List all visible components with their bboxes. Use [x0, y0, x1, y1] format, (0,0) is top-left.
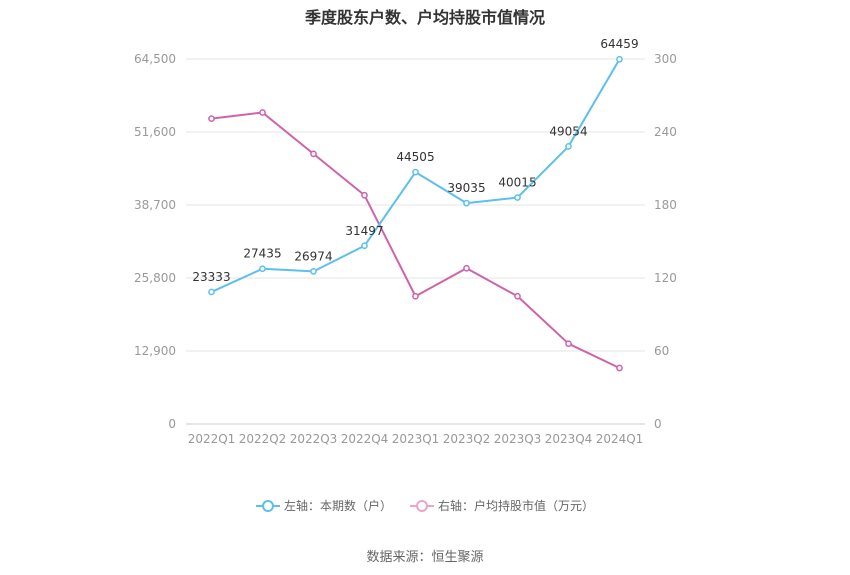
data-label: 23333	[192, 270, 230, 284]
left-data-point[interactable]	[310, 268, 317, 275]
legend: 左轴：本期数（户） 右轴：户均持股市值（万元）	[0, 497, 850, 514]
right-tick-label: 300	[654, 52, 677, 66]
series-right	[208, 109, 623, 372]
left-tick-label: 38,700	[134, 198, 176, 212]
legend-marker-right	[410, 499, 434, 512]
x-tick-label: 2023Q2	[443, 432, 491, 446]
data-label: 27435	[243, 247, 281, 261]
left-data-point[interactable]	[463, 199, 470, 207]
left-data-point[interactable]	[208, 288, 215, 296]
data-label: 64459	[600, 37, 638, 51]
right-data-point[interactable]	[361, 191, 368, 199]
right-tick-label: 180	[654, 198, 677, 212]
left-axis-ticks: 0 12,900 25,800 38,700 51,600 64,500	[134, 52, 176, 431]
left-tick-label: 25,800	[134, 271, 176, 285]
left-data-point[interactable]	[259, 265, 266, 273]
left-data-point[interactable]	[361, 242, 368, 250]
data-labels: 23333 27435 26974 31497 44505 39035 40015 49054…	[192, 37, 638, 284]
series-left	[208, 55, 623, 296]
grid-lines	[186, 58, 645, 425]
data-label: 31497	[345, 224, 383, 238]
x-tick-label: 2022Q4	[341, 432, 389, 446]
right-data-point[interactable]	[259, 109, 266, 116]
x-tick-label: 2022Q2	[239, 432, 287, 446]
right-data-point[interactable]	[208, 115, 215, 122]
left-data-point[interactable]	[565, 143, 572, 150]
right-tick-label: 120	[654, 271, 677, 285]
legend-label-left: 左轴：本期数（户）	[283, 499, 392, 513]
x-axis-ticks: 2022Q1 2022Q2 2022Q3 2022Q4 2023Q1 2023Q2 2023…	[188, 432, 644, 446]
right-tick-label: 60	[654, 344, 669, 358]
legend-marker-left	[255, 499, 280, 512]
left-data-point[interactable]	[514, 194, 521, 201]
x-tick-label: 2024Q1	[596, 432, 644, 446]
right-tick-label: 0	[654, 417, 662, 431]
x-tick-label: 2022Q1	[188, 432, 236, 446]
right-axis-ticks: 0 60 120 180 240 300	[654, 52, 677, 431]
data-label: 44505	[396, 150, 434, 164]
right-data-point[interactable]	[310, 150, 317, 158]
right-tick-label: 240	[654, 125, 677, 139]
data-label: 26974	[294, 249, 332, 263]
right-data-point[interactable]	[463, 264, 470, 272]
data-source: 数据来源：恒生聚源	[366, 550, 484, 565]
left-tick-label: 51,600	[134, 125, 176, 139]
legend-item-right[interactable]: 右轴：户均持股市值（万元）	[410, 497, 594, 514]
x-tick-label: 2022Q3	[290, 432, 338, 446]
right-data-point[interactable]	[565, 340, 572, 348]
data-label: 39035	[447, 181, 485, 195]
legend-label-right: 右轴：户均持股市值（万元）	[438, 499, 595, 513]
legend-item-left[interactable]: 左轴：本期数（户）	[255, 497, 392, 514]
data-label: 40015	[498, 176, 536, 190]
left-data-point[interactable]	[616, 55, 623, 63]
data-label: 49054	[549, 124, 587, 138]
left-tick-label: 0	[168, 417, 176, 431]
left-data-point[interactable]	[412, 168, 419, 176]
chart-title: 季度股东户数、户均持股市值情况	[304, 8, 545, 27]
x-tick-label: 2023Q3	[494, 432, 542, 446]
x-tick-label: 2023Q4	[545, 432, 593, 446]
x-tick-label: 2023Q1	[392, 432, 440, 446]
left-tick-label: 64,500	[134, 52, 176, 66]
left-tick-label: 12,900	[134, 344, 176, 358]
line-chart: 0 12,900 25,800 38,700 51,600 64,500 0 60 120 18…	[134, 37, 677, 446]
right-data-point[interactable]	[412, 292, 419, 300]
right-data-point[interactable]	[514, 292, 521, 300]
right-data-point[interactable]	[616, 364, 623, 372]
